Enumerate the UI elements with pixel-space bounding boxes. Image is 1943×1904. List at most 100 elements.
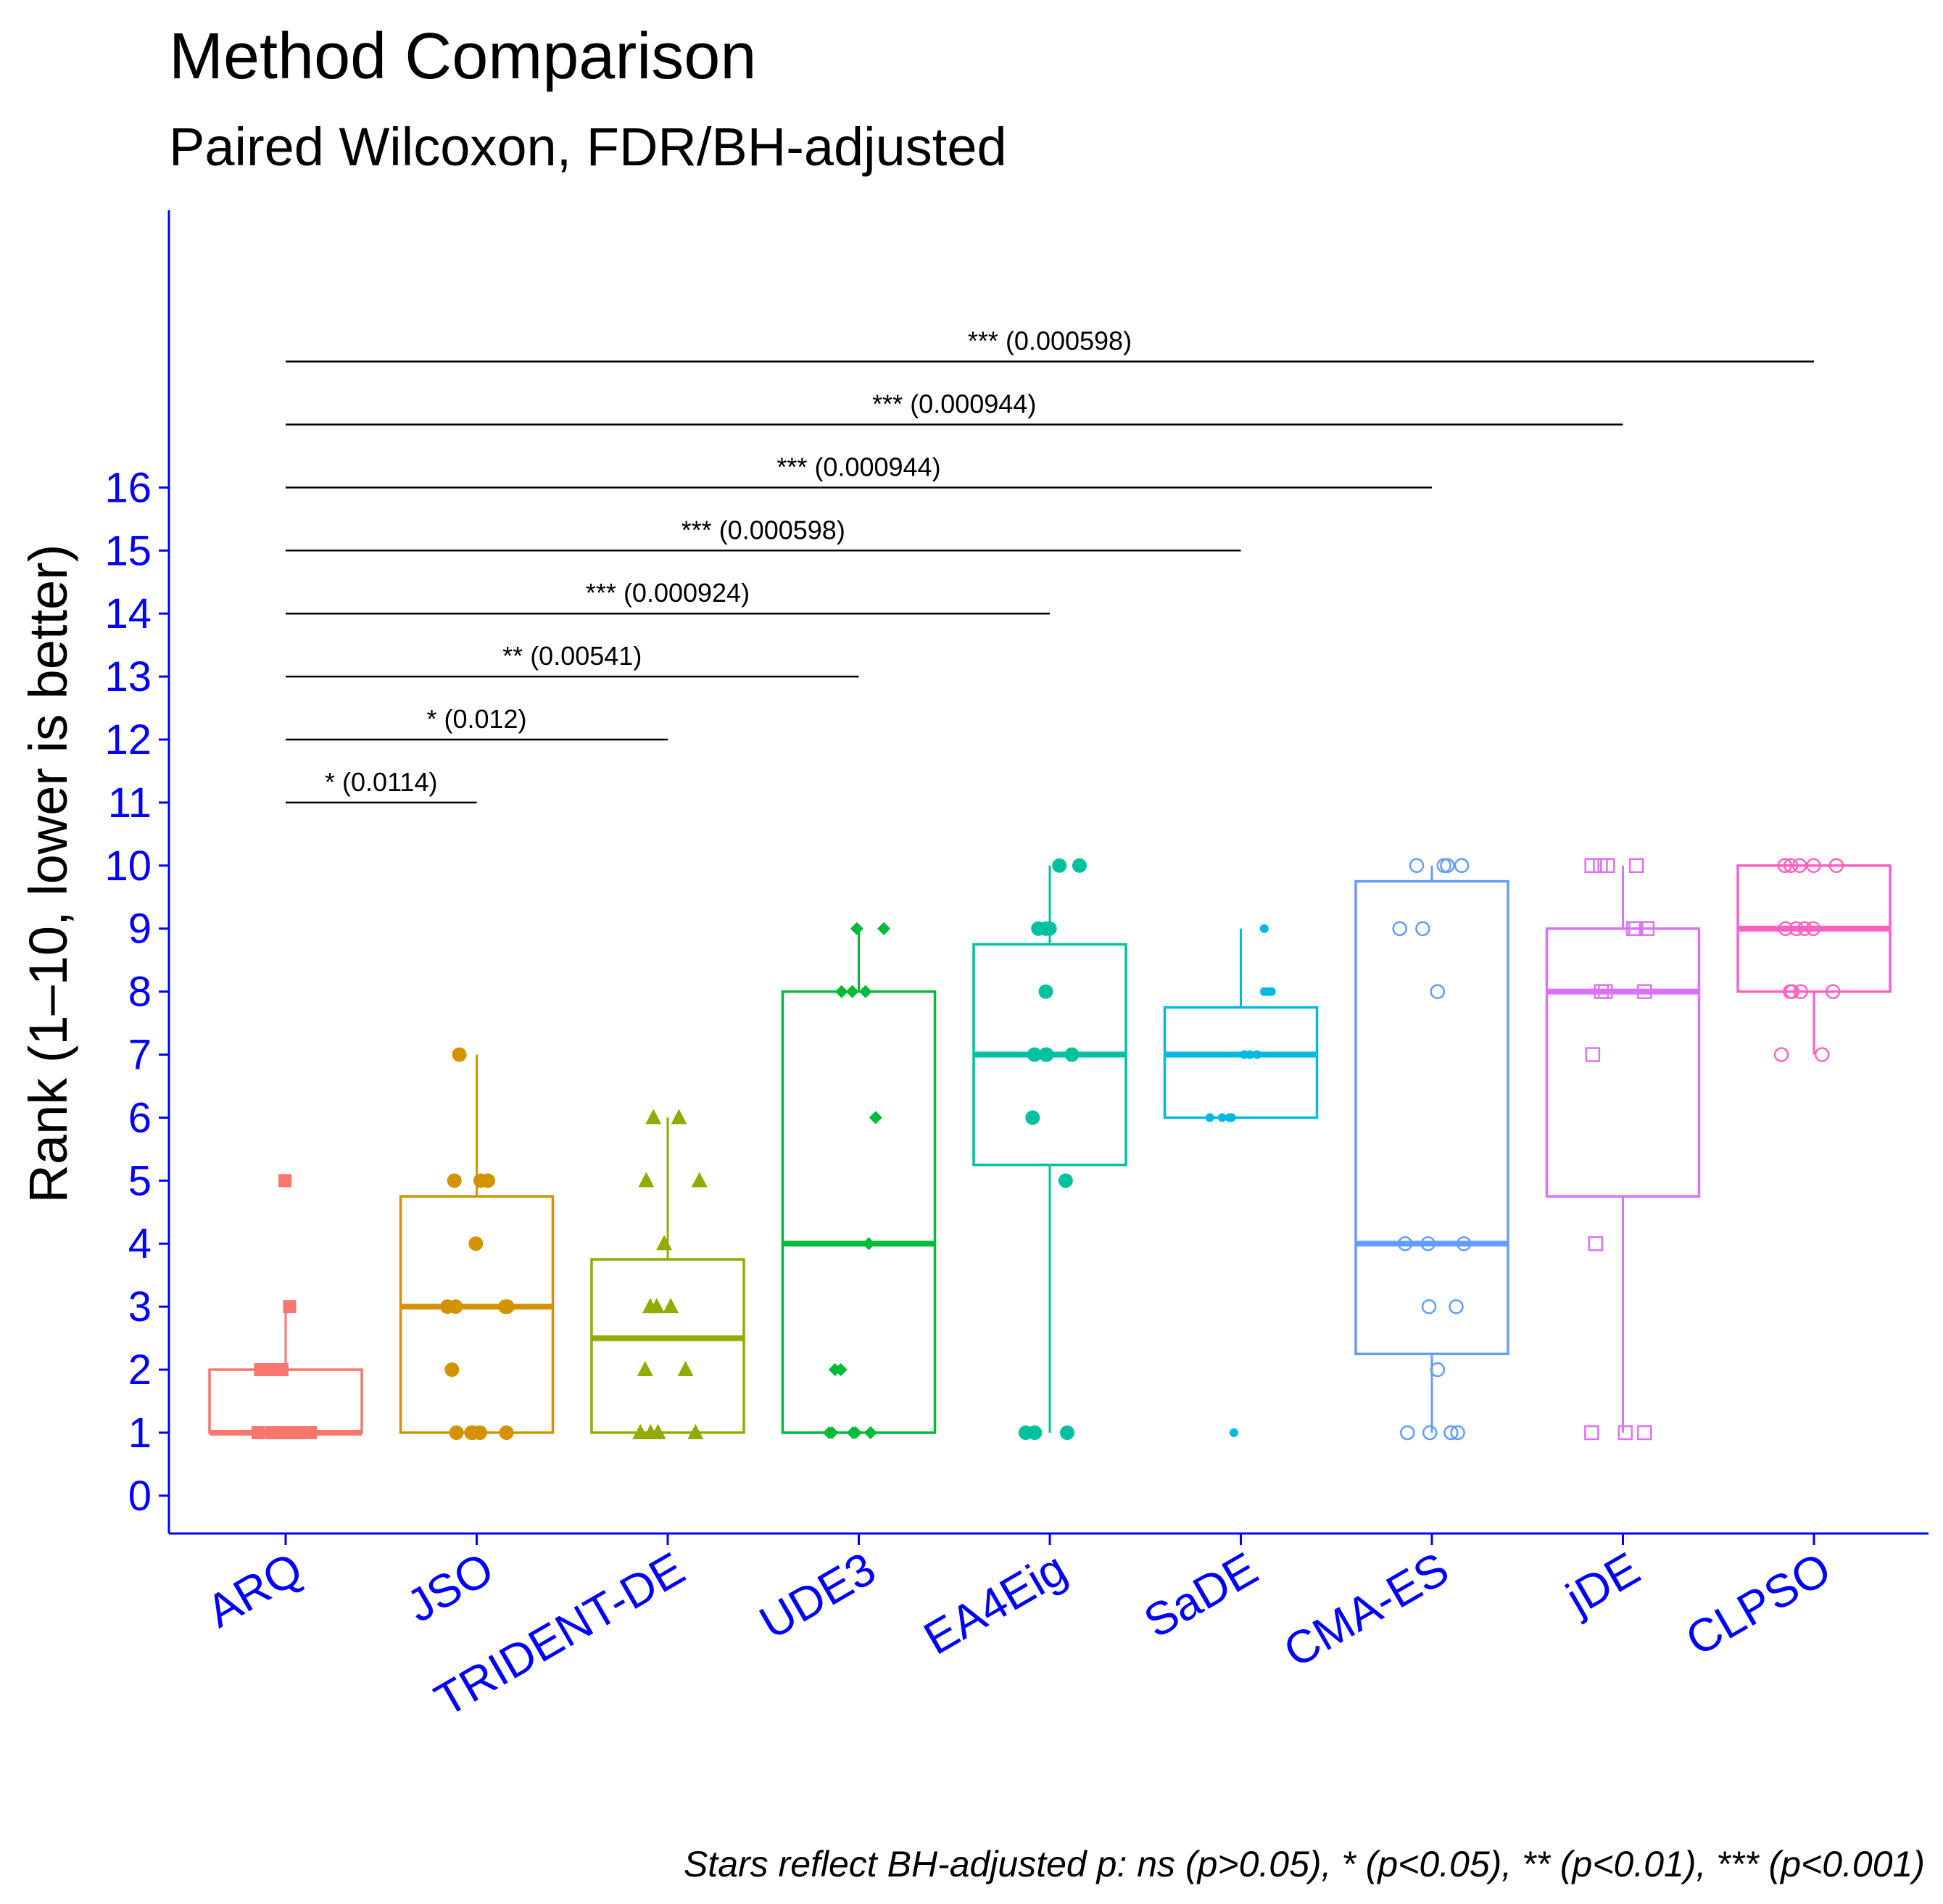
y-tick-label: 5 <box>128 1157 152 1204</box>
data-point <box>1430 1362 1446 1378</box>
y-tick-label: 13 <box>104 653 152 700</box>
significance-brackets: * (0.0114) * (0.012) ** (0.00541) *** (0.00… <box>286 326 1814 804</box>
chart-subtitle: Paired Wilcoxon, FDR/BH-adjusted <box>169 117 1007 177</box>
data-point <box>1797 921 1812 936</box>
data-point <box>645 1109 662 1125</box>
data-point <box>1783 858 1799 874</box>
data-point <box>869 1111 882 1125</box>
data-point <box>1397 1235 1413 1251</box>
y-tick-label: 16 <box>104 464 152 511</box>
box-clpso <box>1736 864 1892 1055</box>
data-point <box>1259 924 1269 933</box>
data-point <box>1409 858 1425 874</box>
data-point <box>1449 1299 1464 1315</box>
data-point <box>1400 1425 1415 1441</box>
y-tick-label: 12 <box>104 716 152 763</box>
data-point <box>1443 1425 1459 1441</box>
data-point <box>262 1363 276 1377</box>
y-tick-label: 8 <box>128 969 152 1016</box>
data-point <box>850 922 863 935</box>
x-tick-label: EA4Eig <box>915 1542 1075 1665</box>
data-point <box>1773 1047 1789 1062</box>
data-point <box>265 1425 278 1439</box>
data-point <box>1584 1425 1599 1441</box>
data-point <box>663 1298 679 1314</box>
data-point <box>452 1047 467 1062</box>
data-point <box>1789 921 1804 936</box>
box-iqr <box>208 1368 363 1434</box>
data-point <box>642 1423 659 1439</box>
data-point <box>1025 1110 1040 1125</box>
data-point <box>1828 858 1844 874</box>
y-tick-label: 14 <box>104 590 152 637</box>
data-point <box>1805 921 1821 936</box>
data-point <box>1585 1047 1601 1062</box>
data-point <box>822 1425 836 1439</box>
data-point <box>691 1172 708 1188</box>
data-point <box>500 1299 515 1315</box>
data-point <box>1227 1113 1236 1122</box>
data-point <box>251 1425 265 1439</box>
data-point <box>473 1425 488 1440</box>
data-point <box>1422 1425 1438 1441</box>
data-point <box>1038 1047 1053 1062</box>
data-point <box>845 985 859 998</box>
data-point <box>1637 1425 1652 1441</box>
data-point <box>1628 858 1644 874</box>
data-point <box>1072 858 1087 873</box>
data-point <box>637 1361 653 1377</box>
x-tick-label: SaDE <box>1135 1542 1267 1648</box>
data-point <box>1058 1173 1073 1188</box>
data-point <box>677 1361 694 1377</box>
box-iqr <box>1163 1006 1319 1119</box>
data-point <box>1636 984 1652 999</box>
significance-label: *** (0.000944) <box>776 452 940 481</box>
y-tick-label: 15 <box>104 527 152 574</box>
data-point <box>1793 984 1808 999</box>
data-point <box>877 922 891 935</box>
data-point <box>1059 1425 1074 1440</box>
data-point <box>473 1173 488 1188</box>
y-tick-label: 10 <box>104 843 152 890</box>
data-points <box>251 858 1844 1441</box>
data-point <box>1027 1425 1043 1440</box>
data-point <box>1617 1425 1633 1441</box>
data-point <box>289 1425 303 1439</box>
significance-label: *** (0.000598) <box>682 515 845 545</box>
y-tick-label: 4 <box>128 1220 152 1267</box>
data-point <box>648 1298 665 1314</box>
data-point <box>1392 921 1407 936</box>
data-point <box>440 1299 455 1315</box>
data-point <box>1252 1050 1262 1059</box>
data-point <box>632 1423 649 1439</box>
data-point <box>1825 984 1841 999</box>
data-point <box>278 1174 292 1188</box>
x-tick-label: CMA-ES <box>1275 1542 1457 1678</box>
significance-label: *** (0.000598) <box>968 326 1132 356</box>
box-cma-es <box>1354 865 1509 1433</box>
data-point <box>1791 858 1807 874</box>
chart-caption: Stars reflect BH-adjusted p: ns (p>0.05)… <box>684 1844 1925 1884</box>
data-point <box>687 1423 704 1439</box>
y-tick-label: 0 <box>128 1473 152 1520</box>
box-ea4eig <box>972 865 1127 1433</box>
box-iqr <box>781 990 937 1434</box>
data-point <box>1064 1047 1080 1062</box>
y-tick-label: 11 <box>108 779 152 827</box>
data-point <box>863 1425 877 1439</box>
data-point <box>1042 921 1057 936</box>
data-point <box>1594 984 1609 999</box>
x-tick-label: CLPSO <box>1677 1542 1839 1666</box>
box-iqr <box>590 1258 745 1434</box>
data-point <box>671 1109 687 1125</box>
data-point <box>1259 987 1269 996</box>
data-point <box>1456 1235 1472 1251</box>
data-point <box>1217 1113 1227 1122</box>
data-point <box>1421 1299 1437 1315</box>
data-point <box>468 1236 484 1251</box>
x-tick-label: ARQ <box>198 1542 311 1638</box>
data-point <box>834 985 848 998</box>
significance-label: *** (0.000944) <box>872 389 1036 418</box>
